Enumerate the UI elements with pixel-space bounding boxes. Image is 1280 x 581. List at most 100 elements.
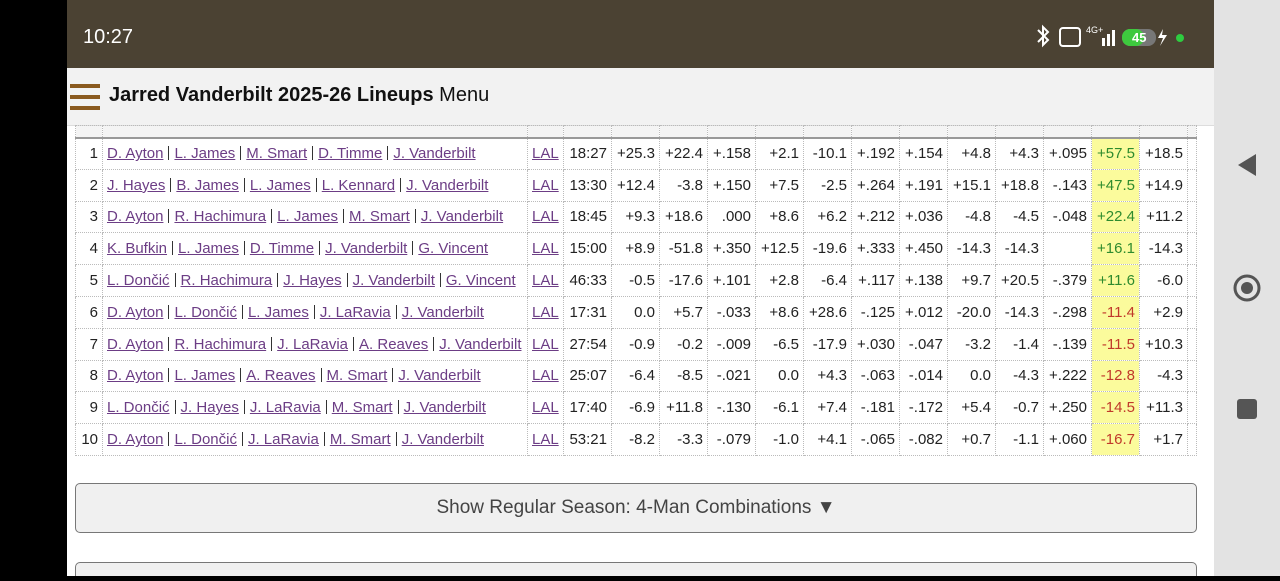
player-link[interactable]: L. Dončić [174,431,237,449]
player-link[interactable]: D. Ayton [107,431,164,449]
player-link[interactable]: D. Ayton [107,367,164,385]
home-button[interactable] [1233,274,1261,302]
player-link[interactable]: K. Bufkin [107,240,168,258]
battery-percent: 45 [1132,30,1146,45]
separator [174,400,176,415]
stat-cell: +12.5 [755,232,804,266]
network-label: 4G+ [1086,25,1103,35]
player-link[interactable]: R. Hachimura [180,272,273,290]
overflow-cell [1187,200,1197,234]
player-link[interactable]: D. Ayton [107,145,164,163]
back-button[interactable] [1238,154,1256,176]
team-link[interactable]: LAL [532,367,559,385]
player-link[interactable]: L. James [249,176,311,194]
menu-link[interactable]: Menu [439,84,490,106]
header-cell [659,125,708,139]
player-link[interactable]: M. Smart [326,367,388,385]
player-link[interactable]: J. LaRavia [319,303,391,321]
player-link[interactable]: M. Smart [331,399,393,417]
separator [174,273,176,288]
team-link[interactable]: LAL [532,399,559,417]
team-cell: LAL [527,168,564,202]
player-link[interactable]: L. James [178,240,239,258]
player-link[interactable]: J. Vanderbilt [393,145,476,163]
player-link[interactable]: G. Vincent [445,272,516,290]
signal-icon [1107,34,1110,46]
stat-cell: +10.3 [1139,327,1188,361]
separator [241,432,243,447]
stat-cell: +7.4 [803,391,852,425]
stat-cell: +8.6 [755,200,804,234]
player-link[interactable]: B. James [176,176,239,194]
player-link[interactable]: L. Dončić [107,399,170,417]
separator [168,146,170,161]
table-row: 3 D. Ayton R. Hachimura L. James M. Smart J. … [75,200,1197,234]
stat-cell: +28.6 [803,295,852,329]
table-row: 8 D. Ayton L. James A. Reaves M. Smart J. Van… [75,359,1197,393]
separator [168,304,170,319]
stat-cell: -4.8 [947,200,996,234]
player-link[interactable]: J. Vanderbilt [325,240,408,258]
player-link[interactable]: J. Vanderbilt [398,367,481,385]
player-link[interactable]: D. Ayton [107,208,164,226]
player-link[interactable]: D. Timme [249,240,315,258]
player-link[interactable]: L. Dončić [107,272,170,290]
player-link[interactable]: L. James [247,303,309,321]
team-link[interactable]: LAL [532,303,559,321]
player-link[interactable]: R. Hachimura [174,208,267,226]
player-link[interactable]: M. Smart [246,145,308,163]
team-link[interactable]: LAL [532,240,559,258]
stat-cell: -8.2 [611,423,660,456]
stat-cell: -.143 [1043,168,1092,202]
header-cell [851,125,900,139]
player-link[interactable]: J. Vanderbilt [401,431,484,449]
time-cell: 15:00 [563,232,612,266]
player-link[interactable]: D. Ayton [107,335,164,353]
player-link[interactable]: J. Vanderbilt [403,399,486,417]
player-link[interactable]: L. James [174,367,236,385]
lineups-table: 1 D. Ayton L. James M. Smart D. Timme J. Vand… [75,125,1197,456]
stat-cell: -14.3 [1139,232,1188,266]
player-link[interactable]: L. Dončić [174,303,237,321]
expand-button[interactable]: Show Regular Season: 4-Man Combinations … [75,483,1197,533]
player-link[interactable]: J. Vanderbilt [352,272,435,290]
player-link[interactable]: J. Vanderbilt [439,335,522,353]
player-link[interactable]: L. Kennard [321,176,396,194]
player-link[interactable]: J. LaRavia [277,335,349,353]
player-link[interactable]: J. Vanderbilt [406,176,489,194]
team-link[interactable]: LAL [532,272,559,290]
player-link[interactable]: L. James [174,145,236,163]
player-link[interactable]: J. LaRavia [247,431,319,449]
stat-cell: -6.9 [611,391,660,425]
expand-button[interactable] [75,562,1197,576]
player-link[interactable]: A. Reaves [359,335,429,353]
player-link[interactable]: J. LaRavia [249,399,321,417]
header-cell [102,125,528,139]
player-link[interactable]: D. Timme [318,145,383,163]
player-link[interactable]: J. Vanderbilt [401,303,484,321]
team-link[interactable]: LAL [532,145,559,163]
player-link[interactable]: D. Ayton [107,303,164,321]
player-link[interactable]: G. Vincent [418,240,489,258]
player-link[interactable]: L. James [277,208,338,226]
player-link[interactable]: J. Vanderbilt [420,208,504,226]
player-link[interactable]: J. Hayes [107,176,166,194]
players-cell: D. Ayton L. Dončić J. LaRavia M. Smart J. Va… [102,423,528,456]
player-link[interactable]: J. Hayes [283,272,342,290]
menu-icon[interactable] [70,83,100,111]
team-link[interactable]: LAL [532,431,559,449]
player-link[interactable]: M. Smart [329,431,391,449]
player-link[interactable]: A. Reaves [246,367,316,385]
clock: 10:27 [83,26,134,48]
team-link[interactable]: LAL [532,176,559,194]
player-link[interactable]: R. Hachimura [174,335,267,353]
team-link[interactable]: LAL [532,208,559,226]
team-link[interactable]: LAL [532,335,559,353]
player-link[interactable]: J. Hayes [180,399,239,417]
recents-button[interactable] [1237,399,1257,419]
overflow-cell [1187,359,1197,393]
player-link[interactable]: M. Smart [349,208,410,226]
stat-cell: -.139 [1043,327,1092,361]
stat-cell: -1.0 [755,423,804,456]
